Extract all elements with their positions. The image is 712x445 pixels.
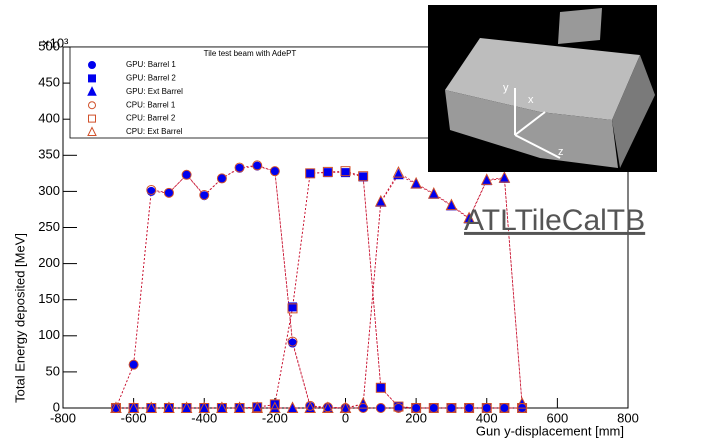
legend-label: CPU: Barrel 2 xyxy=(126,114,176,123)
marker xyxy=(306,169,314,177)
marker xyxy=(430,404,438,412)
marker xyxy=(130,361,138,369)
marker xyxy=(271,167,279,175)
legend-label: CPU: Barrel 1 xyxy=(126,100,176,109)
legend-label: GPU: Ext Barrel xyxy=(126,87,183,96)
legend-box xyxy=(70,47,430,138)
x-axis-title: Gun y-displacement [mm] xyxy=(476,423,624,438)
marker xyxy=(359,173,367,181)
marker xyxy=(447,404,455,412)
y-tick-label: 50 xyxy=(46,363,60,378)
legend-title: Tile test beam with AdePT xyxy=(204,49,297,58)
series-line xyxy=(116,173,522,408)
y-tick-label: 200 xyxy=(38,255,60,270)
marker xyxy=(377,404,385,412)
series-line xyxy=(116,165,522,408)
y-tick-label: 0 xyxy=(53,399,60,414)
y-axis-title: Total Energy deposited [MeV] xyxy=(12,233,27,403)
marker xyxy=(465,404,473,412)
marker xyxy=(500,404,508,412)
detector-inset: y x z xyxy=(428,5,657,172)
y-tick-label: 100 xyxy=(38,327,60,342)
legend-label: GPU: Barrel 1 xyxy=(126,60,176,69)
y-tick-label: 350 xyxy=(38,147,60,162)
inset-label: y xyxy=(503,82,509,94)
marker xyxy=(412,404,420,412)
marker xyxy=(218,174,226,182)
axis-exponent: ×10³ xyxy=(42,35,69,50)
marker xyxy=(483,404,491,412)
inset-plate xyxy=(558,8,602,44)
y-tick-label: 450 xyxy=(38,75,60,90)
legend: Tile test beam with AdePT GPU: Barrel 1 GP… xyxy=(70,47,430,138)
series-line xyxy=(116,173,522,408)
inset-label: x xyxy=(528,94,534,106)
y-tick-label: 300 xyxy=(38,183,60,198)
macro-label: ATLTileCalTB xyxy=(464,204,645,237)
y-tick-label: 150 xyxy=(38,291,60,306)
marker xyxy=(89,75,96,82)
series-line xyxy=(116,166,522,408)
legend-label: CPU: Ext Barrel xyxy=(126,127,183,136)
marker xyxy=(377,384,385,392)
y-tick-label: 250 xyxy=(38,219,60,234)
legend-label: GPU: Barrel 2 xyxy=(126,74,176,83)
inset-label: z xyxy=(558,146,564,158)
marker xyxy=(183,171,191,179)
marker xyxy=(324,169,332,177)
series-line xyxy=(116,175,522,408)
chart: -800-600-400-200020040060080005010015020… xyxy=(0,0,712,440)
marker xyxy=(165,189,173,197)
y-tick-label: 400 xyxy=(38,111,60,126)
series-line xyxy=(116,171,522,408)
marker xyxy=(89,62,96,69)
